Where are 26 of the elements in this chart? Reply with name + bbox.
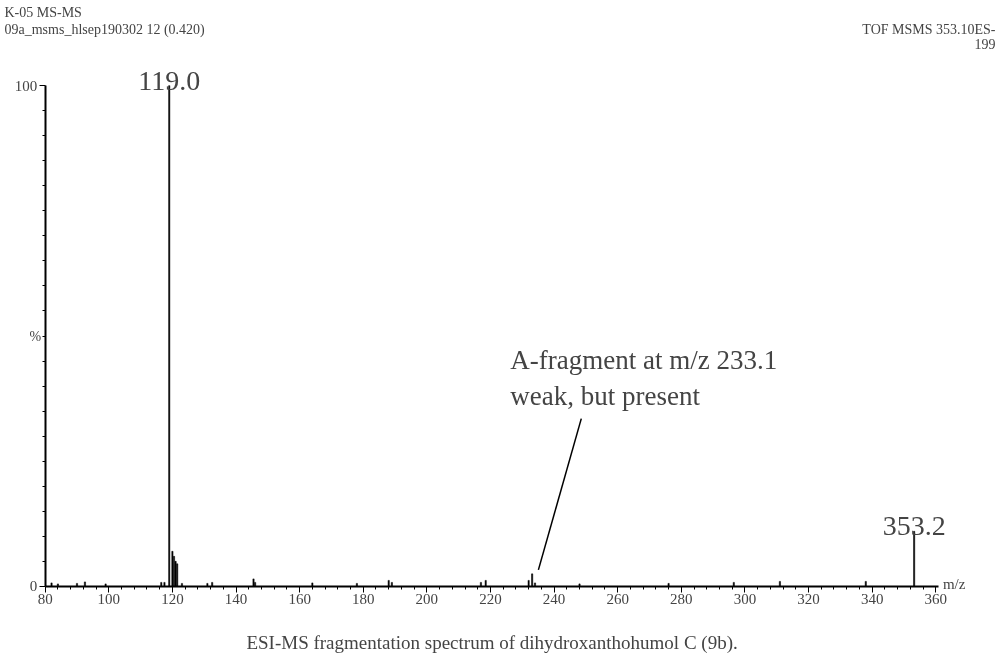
y-tick-label: 0	[29, 578, 38, 595]
x-tick-label: 360	[924, 591, 948, 608]
text: 199	[974, 36, 996, 52]
x-tick-label: 100	[97, 591, 121, 608]
annotation: 119.0	[138, 64, 201, 96]
annotation: 353.2	[882, 510, 946, 542]
x-tick-label: 340	[860, 591, 884, 608]
x-tick-label: 140	[224, 591, 248, 608]
x-tick-label: 120	[161, 591, 184, 608]
x-tick-label: 300	[733, 591, 757, 608]
x-axis-title: m/z	[942, 576, 966, 593]
x-tick-label: 260	[606, 591, 629, 608]
chart-subtitle: 09a_msms_hlsep190302 12 (0.420)	[4, 21, 206, 38]
x-tick-label: 80	[37, 591, 53, 608]
annotation: A-fragment at m/z 233.1 weak, but present	[510, 344, 778, 411]
x-tick-label: 280	[670, 591, 693, 608]
text: TOF MSMS 353.10ES-	[862, 21, 996, 37]
x-tick-label: 240	[542, 591, 566, 608]
x-tick-label: 220	[479, 591, 502, 608]
x-tick-label: 160	[288, 591, 311, 608]
y-axis-title: %	[29, 328, 42, 344]
x-tick-label: 320	[797, 591, 820, 608]
chart-title: K-05 MS-MS	[4, 4, 82, 20]
text: ESI-MS fragmentation spectrum of dihydroxanthohumol C (9b).	[246, 631, 738, 654]
x-tick-label: 200	[415, 591, 439, 608]
x-tick-label: 180	[352, 591, 375, 608]
